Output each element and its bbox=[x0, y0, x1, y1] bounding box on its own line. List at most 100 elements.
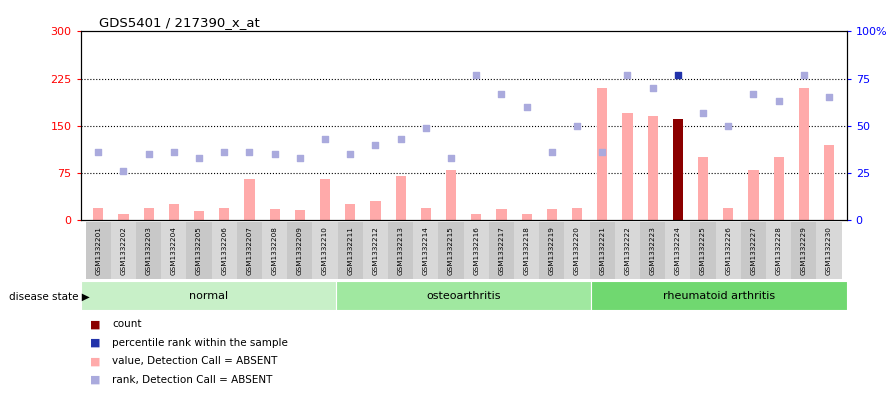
Text: GSM1332215: GSM1332215 bbox=[448, 227, 454, 275]
Text: GSM1332218: GSM1332218 bbox=[523, 227, 530, 275]
Bar bbox=[245, 179, 254, 220]
Point bbox=[746, 90, 761, 97]
FancyBboxPatch shape bbox=[336, 281, 591, 310]
Bar bbox=[748, 170, 759, 220]
Bar bbox=[295, 210, 305, 220]
Text: count: count bbox=[112, 319, 142, 329]
Bar bbox=[413, 222, 438, 279]
Bar bbox=[211, 222, 237, 279]
Text: disease state ▶: disease state ▶ bbox=[9, 292, 90, 302]
Point bbox=[645, 85, 659, 91]
Text: GSM1332217: GSM1332217 bbox=[498, 227, 504, 275]
Point bbox=[444, 155, 458, 161]
Bar bbox=[623, 113, 633, 220]
Text: GSM1332225: GSM1332225 bbox=[700, 227, 706, 275]
Point bbox=[595, 149, 609, 155]
Bar bbox=[363, 222, 388, 279]
Point bbox=[293, 155, 307, 161]
Bar bbox=[186, 222, 211, 279]
Bar bbox=[521, 214, 531, 220]
Point bbox=[268, 151, 282, 157]
Point bbox=[822, 94, 836, 101]
Point bbox=[418, 125, 433, 131]
Text: ■: ■ bbox=[90, 356, 100, 366]
Bar bbox=[665, 222, 691, 279]
Text: GSM1332211: GSM1332211 bbox=[348, 227, 353, 275]
Point bbox=[142, 151, 156, 157]
Text: GSM1332216: GSM1332216 bbox=[473, 227, 479, 275]
Text: ■: ■ bbox=[90, 319, 100, 329]
Bar bbox=[791, 222, 816, 279]
Text: GSM1332230: GSM1332230 bbox=[826, 227, 832, 275]
Bar bbox=[698, 157, 708, 220]
Bar bbox=[471, 214, 481, 220]
Point bbox=[242, 149, 256, 155]
Text: rheumatoid arthritis: rheumatoid arthritis bbox=[663, 291, 775, 301]
Bar bbox=[388, 222, 413, 279]
Bar bbox=[438, 222, 464, 279]
Point bbox=[192, 155, 206, 161]
Point bbox=[217, 149, 231, 155]
Text: percentile rank within the sample: percentile rank within the sample bbox=[112, 338, 288, 348]
Bar bbox=[590, 222, 615, 279]
Text: GSM1332212: GSM1332212 bbox=[373, 227, 378, 275]
Point bbox=[771, 98, 786, 105]
Bar bbox=[723, 208, 733, 220]
Bar bbox=[220, 208, 229, 220]
Text: rank, Detection Call = ABSENT: rank, Detection Call = ABSENT bbox=[112, 375, 272, 385]
Point bbox=[545, 149, 559, 155]
Bar bbox=[270, 209, 280, 220]
Bar bbox=[345, 204, 356, 220]
Bar bbox=[824, 145, 834, 220]
Bar bbox=[338, 222, 363, 279]
Bar bbox=[111, 222, 136, 279]
Text: GSM1332219: GSM1332219 bbox=[549, 227, 555, 275]
Bar bbox=[143, 208, 154, 220]
Point bbox=[721, 123, 736, 129]
Bar bbox=[547, 209, 557, 220]
Text: GSM1332228: GSM1332228 bbox=[776, 227, 781, 275]
Bar bbox=[773, 157, 784, 220]
FancyBboxPatch shape bbox=[591, 281, 847, 310]
Text: GSM1332226: GSM1332226 bbox=[725, 227, 731, 275]
Point bbox=[116, 168, 131, 174]
Bar bbox=[564, 222, 590, 279]
Bar bbox=[799, 88, 809, 220]
Text: GSM1332229: GSM1332229 bbox=[801, 227, 807, 275]
Bar bbox=[572, 208, 582, 220]
Bar bbox=[288, 222, 313, 279]
Text: GSM1332224: GSM1332224 bbox=[675, 227, 681, 275]
Bar bbox=[615, 222, 640, 279]
Bar bbox=[496, 209, 506, 220]
Bar bbox=[464, 222, 489, 279]
Bar bbox=[741, 222, 766, 279]
Bar bbox=[320, 179, 330, 220]
Point bbox=[470, 72, 484, 78]
Bar bbox=[421, 208, 431, 220]
Bar bbox=[691, 222, 716, 279]
Point bbox=[620, 72, 634, 78]
Point bbox=[696, 109, 711, 116]
Bar bbox=[648, 116, 658, 220]
Text: GSM1332206: GSM1332206 bbox=[221, 227, 228, 275]
Text: GSM1332220: GSM1332220 bbox=[574, 227, 580, 275]
Bar bbox=[262, 222, 288, 279]
Text: GSM1332210: GSM1332210 bbox=[322, 227, 328, 275]
Point bbox=[343, 151, 358, 157]
Text: GSM1332221: GSM1332221 bbox=[599, 227, 606, 275]
Bar bbox=[673, 119, 683, 220]
Bar bbox=[93, 208, 103, 220]
Point bbox=[520, 104, 534, 110]
Text: GSM1332203: GSM1332203 bbox=[146, 227, 151, 275]
Text: GSM1332204: GSM1332204 bbox=[171, 227, 177, 275]
Bar bbox=[598, 88, 607, 220]
Point bbox=[495, 90, 509, 97]
Bar bbox=[118, 214, 128, 220]
Text: GSM1332214: GSM1332214 bbox=[423, 227, 429, 275]
Bar bbox=[136, 222, 161, 279]
Text: GSM1332213: GSM1332213 bbox=[398, 227, 404, 275]
Point bbox=[570, 123, 584, 129]
Bar bbox=[539, 222, 564, 279]
Bar bbox=[194, 211, 204, 220]
Text: GSM1332227: GSM1332227 bbox=[751, 227, 756, 275]
